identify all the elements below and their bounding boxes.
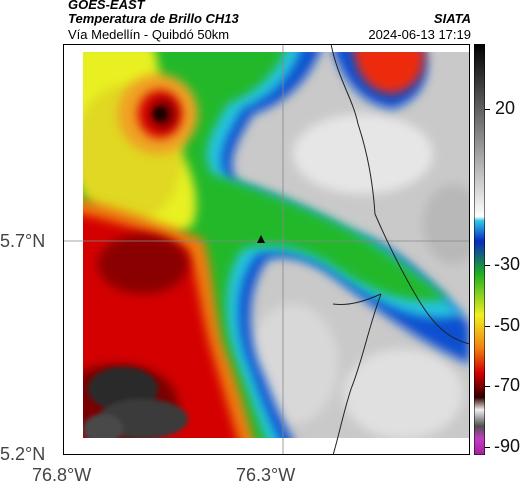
datetime-label: 2024-06-13 17:19 <box>368 27 471 42</box>
lat-tick-label: 5.7°N <box>0 231 46 251</box>
boundary-line-3 <box>332 293 382 305</box>
colorbar-tick-label: 20 <box>495 98 516 118</box>
colorbar-tick <box>485 447 490 448</box>
no-data-top <box>63 44 470 52</box>
lon-tick-label: 76.8°W <box>32 465 92 485</box>
satellite-title: GOES-EAST <box>68 0 145 12</box>
colorbar-tick-label: -30 <box>494 254 521 274</box>
cloud-black-layer <box>83 107 188 444</box>
colorbar-tick-label: -70 <box>494 375 521 395</box>
warm-ground-layer <box>248 114 470 439</box>
org-label: SIATA <box>433 11 471 26</box>
colorbar-tick-label: -50 <box>494 315 521 335</box>
lon-tick-label: 76.3°W <box>236 465 296 485</box>
boundary-line <box>330 44 470 345</box>
region-subtitle: Vía Medellín - Quibdó 50km <box>68 27 230 42</box>
colorbar-tick <box>485 386 490 387</box>
lat-tick-label: 5.2°N <box>0 444 46 464</box>
colorbar-gradient <box>474 44 485 455</box>
city-marker <box>257 235 265 243</box>
colorbar-tick <box>485 265 490 266</box>
colorbar-tick <box>485 109 490 110</box>
colorbar-tick <box>485 326 490 327</box>
satellite-map <box>63 44 470 455</box>
colorbar-tick-label: -90 <box>494 436 521 456</box>
no-data-left <box>63 44 83 455</box>
colorbar <box>474 44 485 455</box>
no-data-bottom <box>63 438 470 455</box>
map-frame <box>63 44 470 455</box>
boundary-line-2 <box>332 293 382 455</box>
product-title: Temperatura de Brillo CH13 <box>68 11 239 26</box>
